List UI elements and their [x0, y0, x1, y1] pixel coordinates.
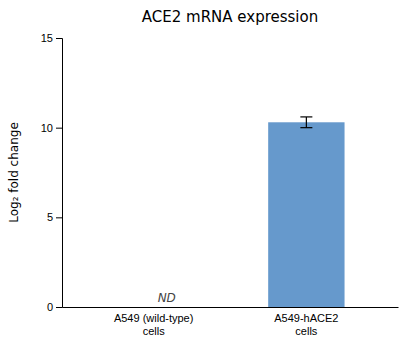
annotation: ND: [158, 291, 176, 305]
x-tick-label: A549 (wild-type)cells: [114, 312, 193, 337]
y-tick-label: 15: [41, 32, 53, 44]
y-tick: 15: [41, 32, 62, 44]
x-tick-label-line: cells: [143, 325, 166, 337]
x-tick-label-line: A549-hACE2: [274, 312, 338, 324]
y-tick-label: 5: [47, 211, 53, 223]
y-tick-mark: [56, 217, 62, 218]
x-tick-label-line: cells: [295, 325, 318, 337]
x-tick: A549-hACE2cells: [274, 312, 338, 337]
error-bar-cap: [300, 127, 312, 128]
marks: [268, 117, 344, 307]
x-tick: A549 (wild-type)cells: [114, 312, 193, 337]
y-tick-mark: [56, 128, 62, 129]
plot: 051015A549 (wild-type)cellsA549-hACE2cel…: [41, 32, 399, 337]
y-axis-title: Log₂ fold change: [7, 122, 21, 223]
y-tick: 0: [47, 301, 62, 313]
y-tick: 10: [41, 122, 62, 134]
x-axis-line: [63, 307, 399, 308]
y-tick-label: 10: [41, 122, 53, 134]
y-tick-label: 0: [47, 301, 53, 313]
title: ACE2 mRNA expression: [142, 8, 318, 26]
y-tick: 5: [47, 211, 62, 223]
error-bar-cap: [300, 116, 312, 117]
x-tick-label: A549-hACE2cells: [274, 312, 338, 337]
error-bar-stem: [306, 117, 307, 128]
x-axis: A549 (wild-type)cellsA549-hACE2cells: [63, 308, 399, 337]
error-bar: [300, 117, 312, 128]
y-axis-line: [56, 39, 63, 308]
bar: [268, 122, 344, 307]
bar: [115, 307, 191, 308]
x-tick-label-line: A549 (wild-type): [114, 312, 193, 324]
chart: 051015A549 (wild-type)cellsA549-hACE2cel…: [0, 0, 413, 363]
y-tick-mark: [56, 307, 62, 308]
y-tick-mark: [56, 38, 62, 39]
y-axis: 0 5 10 15: [41, 32, 63, 313]
